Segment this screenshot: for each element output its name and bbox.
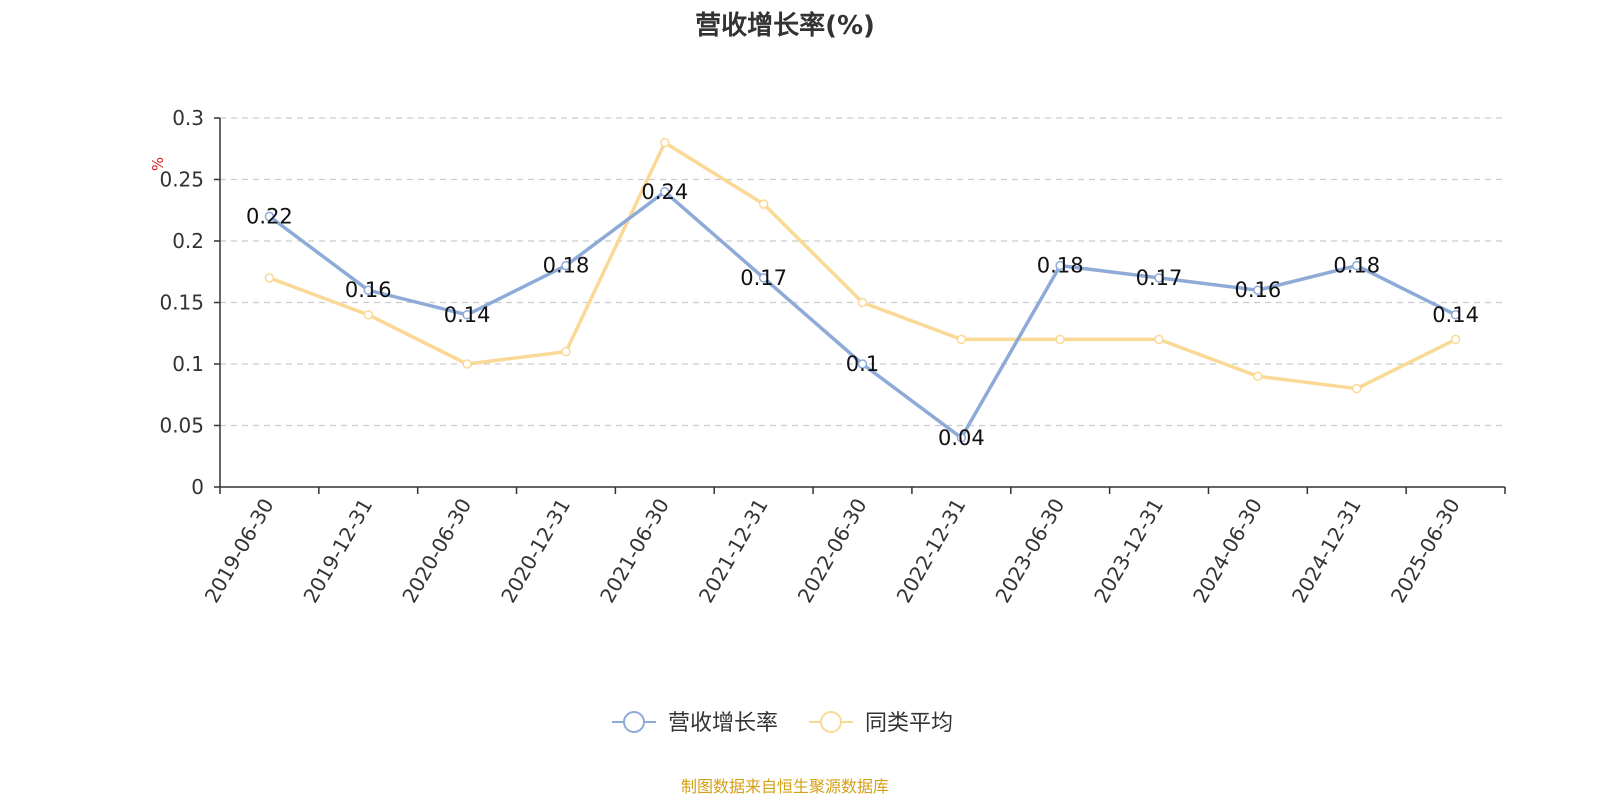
data-point — [857, 359, 868, 369]
x-tick-label: 2023-12-31 — [1089, 494, 1168, 607]
data-label: 0.17 — [1136, 266, 1183, 290]
data-label: 0.14 — [444, 303, 491, 327]
data-label: 0.16 — [345, 278, 392, 302]
data-point — [758, 273, 769, 283]
data-point — [1351, 260, 1362, 271]
x-tick-label: 2021-12-31 — [694, 494, 773, 607]
data-point — [363, 310, 374, 320]
legend-marker — [820, 711, 842, 733]
x-tick-label: 2023-06-30 — [990, 494, 1069, 607]
legend-marker — [623, 711, 645, 733]
x-tick-label: 2025-06-30 — [1386, 494, 1465, 607]
data-point — [462, 310, 472, 320]
data-point — [857, 297, 868, 308]
y-tick-label: 0.05 — [159, 414, 204, 438]
data-point — [660, 137, 670, 148]
y-tick-label: 0 — [191, 475, 204, 499]
data-point — [462, 359, 472, 369]
y-tick-label: 0.15 — [159, 291, 204, 315]
data-label: 0.18 — [543, 254, 590, 278]
data-label: 0.17 — [740, 266, 787, 290]
data-label: 0.18 — [1333, 254, 1380, 278]
data-point — [264, 211, 275, 222]
data-point — [363, 285, 374, 295]
data-point — [1055, 334, 1065, 345]
x-tick-label: 2020-06-30 — [397, 494, 476, 607]
data-point — [1055, 260, 1065, 271]
grid-lines — [220, 117, 1505, 427]
y-tick-label: 0.25 — [159, 168, 204, 192]
chart-title: 营收增长率(%) — [695, 10, 875, 41]
legend-item[interactable]: 同类平均 — [809, 711, 953, 736]
data-point — [1450, 334, 1461, 345]
data-point — [561, 346, 571, 357]
axes: 0 0.05 0.1 0.15 0.2 0.25 0.3 2019-06-30 2019-12-… — [159, 106, 1506, 607]
legend-label: 营收增长率 — [668, 711, 778, 736]
y-tick-label: 0.3 — [172, 106, 204, 130]
x-tick-label: 2019-06-30 — [200, 494, 279, 607]
source-note: 制图数据来自恒生聚源数据库 — [681, 777, 889, 796]
data-point — [1351, 383, 1362, 394]
data-point — [561, 260, 571, 271]
x-tick-label: 2024-12-31 — [1287, 494, 1366, 607]
x-tick-label: 2020-12-31 — [496, 494, 575, 607]
data-labels: 0.22 0.16 0.14 0.18 0.24 0.17 0.1 0.04 0.18 0.17 0… — [246, 180, 1479, 450]
data-point — [1154, 334, 1164, 345]
legend-label: 同类平均 — [865, 711, 953, 736]
x-tick-label: 2022-12-31 — [892, 494, 971, 607]
data-label: 0.16 — [1235, 278, 1282, 302]
legend-item[interactable]: 营收增长率 — [612, 711, 778, 736]
x-tick-label: 2021-06-30 — [595, 494, 674, 607]
series-lines — [264, 137, 1461, 443]
data-label: 0.14 — [1432, 303, 1479, 327]
data-point — [956, 334, 967, 345]
data-label: 0.18 — [1037, 254, 1084, 278]
data-label: 0.1 — [846, 352, 879, 376]
data-label: 0.04 — [938, 426, 985, 450]
data-point — [660, 187, 670, 197]
data-point — [956, 433, 967, 443]
data-point — [1253, 371, 1263, 382]
data-point — [1154, 273, 1164, 283]
y-tick-label: 0.2 — [172, 229, 204, 253]
data-point — [264, 273, 275, 283]
legend[interactable]: 营收增长率 同类平均 — [612, 711, 953, 736]
x-tick-label: 2022-06-30 — [793, 494, 872, 607]
y-tick-label: 0.1 — [172, 352, 204, 376]
y-axis-label: % — [149, 157, 167, 171]
data-point — [1253, 285, 1263, 295]
data-label: 0.24 — [641, 180, 688, 204]
data-point — [758, 199, 769, 209]
data-point — [1450, 310, 1461, 320]
x-tick-label: 2024-06-30 — [1188, 494, 1267, 607]
x-tick-label: 2019-12-31 — [298, 494, 377, 607]
data-label: 0.22 — [246, 204, 293, 228]
